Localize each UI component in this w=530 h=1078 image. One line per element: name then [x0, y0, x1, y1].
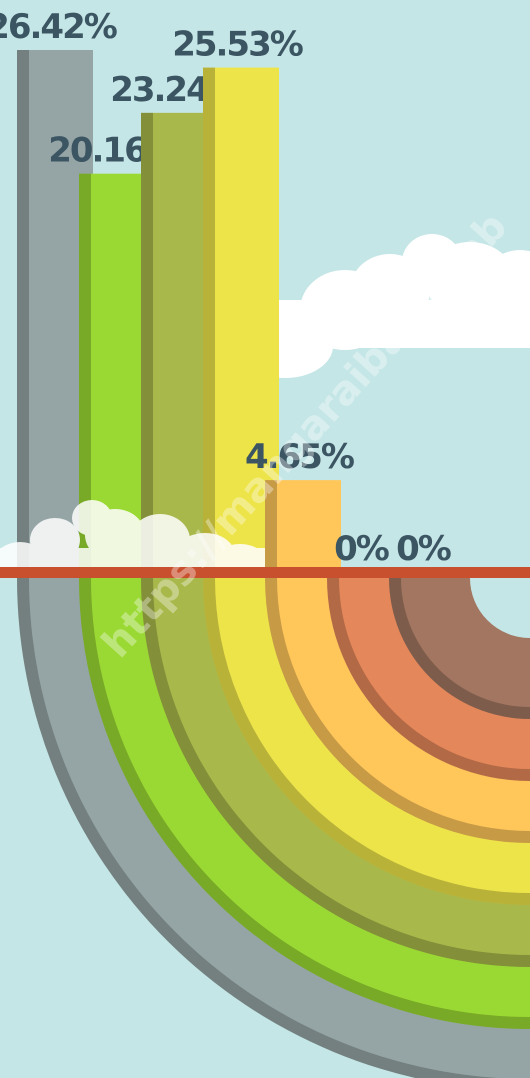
- value-label: 0%: [334, 529, 389, 569]
- value-label: 26.42%: [0, 7, 117, 47]
- bar-group: 0%: [334, 529, 391, 569]
- value-label: 4.65%: [245, 437, 354, 477]
- bar: [265, 480, 341, 572]
- bar-edge: [203, 67, 215, 572]
- bar-edge: [79, 173, 91, 572]
- arc-edge: [389, 578, 530, 719]
- value-label: 0%: [396, 529, 451, 569]
- bar-group: 0%: [396, 529, 453, 569]
- ground-line: [0, 567, 530, 578]
- bar-edge: [141, 112, 153, 572]
- value-label: 25.53%: [172, 25, 303, 65]
- arcs: [17, 578, 530, 1078]
- bar-edge: [265, 480, 277, 572]
- arc-hole: [470, 578, 530, 638]
- bar-group: 4.65%: [245, 437, 356, 572]
- cloud-left: [0, 500, 265, 578]
- arc-edge: [327, 578, 530, 781]
- bar-edge: [17, 50, 29, 572]
- bars: 26.42%20.16%23.24%25.53%4.65%0%0%: [0, 7, 453, 572]
